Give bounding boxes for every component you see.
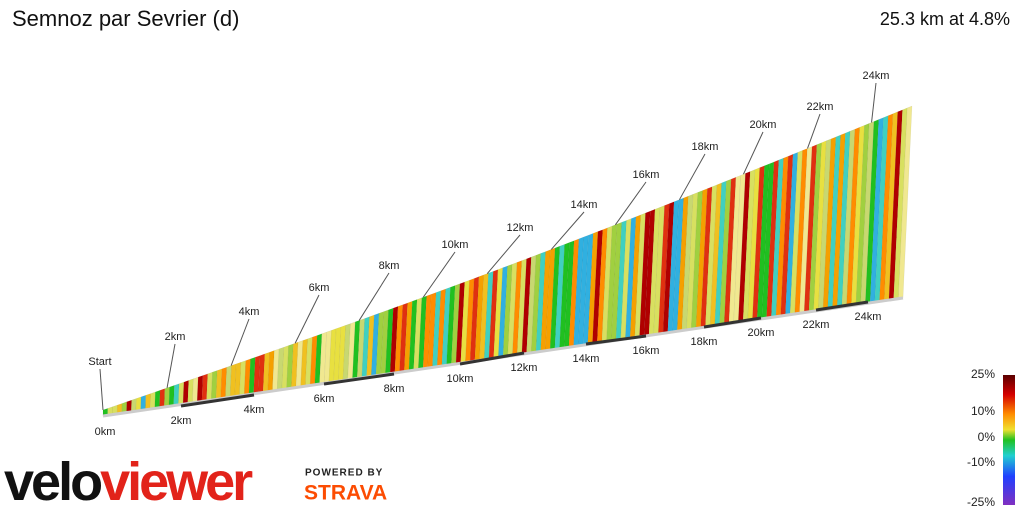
top-marker: 4km — [239, 306, 260, 318]
legend-label: 0% — [978, 430, 996, 444]
top-marker: 14km — [571, 199, 598, 211]
top-marker: 12km — [507, 222, 534, 234]
distance-band — [459, 351, 525, 366]
profile-stripe — [149, 391, 156, 410]
profile — [102, 105, 913, 418]
logo: veloviewer — [4, 452, 253, 512]
bottom-marker: 12km — [511, 362, 538, 374]
marker-leader — [99, 368, 104, 411]
distance-band — [585, 334, 647, 346]
bottom-marker: 24km — [855, 311, 882, 323]
marker-leader — [614, 181, 647, 226]
powered-by: POWERED BY — [305, 468, 383, 479]
legend-label: -25% — [967, 495, 995, 509]
distance-band — [323, 372, 395, 386]
marker-leader — [294, 294, 320, 344]
legend: 25% 10% 0% -10% -25% — [967, 367, 995, 509]
marker-leader — [230, 318, 250, 366]
title: Semnoz par Sevrier (d) — [12, 6, 239, 31]
top-marker: 16km — [633, 169, 660, 181]
top-marker: 10km — [442, 239, 469, 251]
top-marker: 2km — [165, 331, 186, 343]
markers: Start 2km 4km 6km 8km 10km 12km 14km 16km 18km 20k… — [88, 70, 889, 438]
legend-label: -10% — [967, 455, 995, 469]
bottom-marker: 4km — [244, 404, 265, 416]
legend-label: 10% — [971, 404, 995, 418]
logo-velo: velo — [4, 452, 101, 512]
profile-stripe — [140, 394, 147, 411]
marker-leader — [743, 131, 764, 175]
top-marker: 24km — [863, 70, 890, 82]
top-marker: Start — [88, 356, 111, 368]
legend-label: 25% — [971, 367, 995, 381]
bottom-marker: 8km — [384, 383, 405, 395]
top-marker: 20km — [750, 119, 777, 131]
bottom-marker: 6km — [314, 393, 335, 405]
marker-leader — [871, 82, 877, 123]
distance-band — [703, 316, 762, 329]
marker-leader — [166, 343, 176, 388]
bottom-marker: 22km — [803, 319, 830, 331]
profile-stripe — [145, 393, 151, 411]
distance-band — [815, 300, 869, 312]
marker-leader — [550, 211, 585, 250]
bottom-marker: 14km — [573, 353, 600, 365]
top-marker: 22km — [807, 101, 834, 113]
top-marker: 18km — [692, 141, 719, 153]
strava: STRAVA — [304, 482, 387, 505]
marker-leader — [807, 113, 821, 149]
bottom-marker: 20km — [748, 327, 775, 339]
bottom-marker: 0km — [95, 426, 116, 438]
bottom-marker: 2km — [171, 415, 192, 427]
bottom-marker: 10km — [447, 373, 474, 385]
bottom-marker: 18km — [691, 336, 718, 348]
summary: 25.3 km at 4.8% — [880, 9, 1010, 29]
distance-band — [180, 393, 255, 408]
top-marker: 8km — [379, 260, 400, 272]
marker-leader — [358, 272, 390, 321]
top-marker: 6km — [309, 282, 330, 294]
marker-leader — [486, 234, 521, 274]
logo-viewer: viewer — [100, 452, 253, 512]
legend-bar — [1003, 375, 1015, 505]
bottom-marker: 16km — [633, 345, 660, 357]
marker-leader — [678, 153, 706, 200]
marker-leader — [422, 251, 456, 298]
